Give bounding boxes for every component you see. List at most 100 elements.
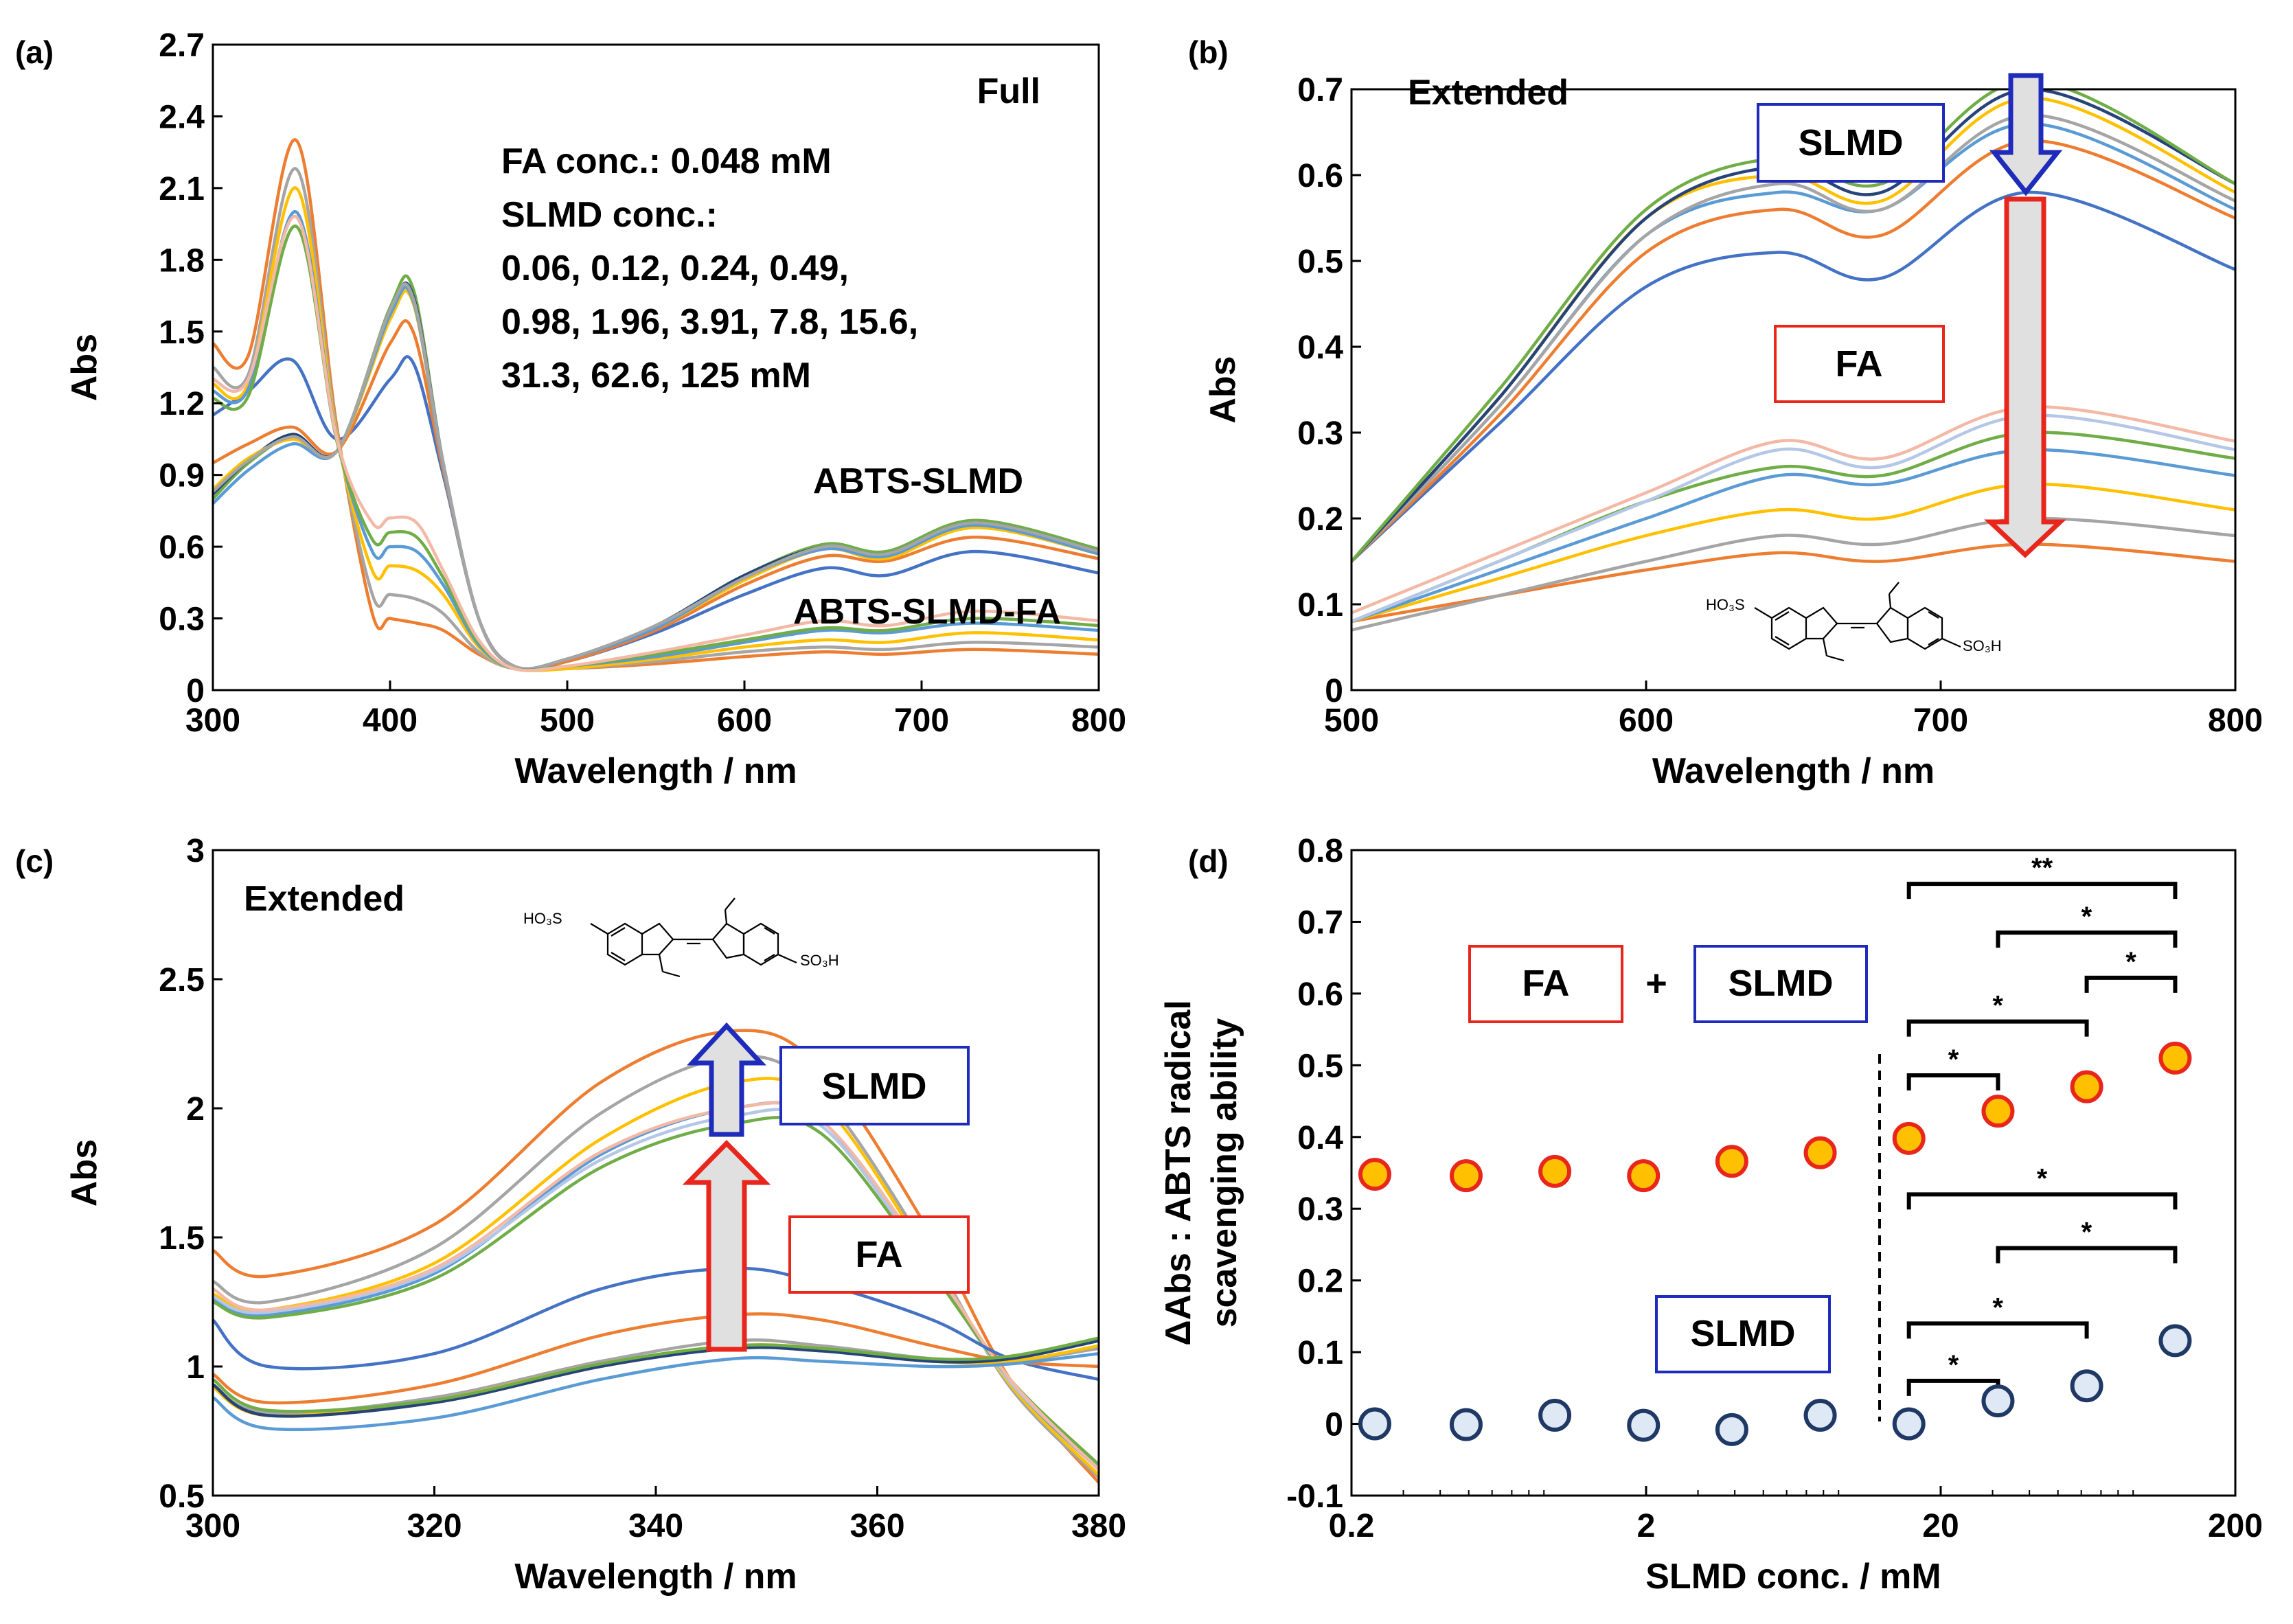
panel-c-structure-left-group: HO₃S xyxy=(523,910,562,927)
panel-c-ytick-label: 3 xyxy=(186,833,205,869)
panel-d-point-fa-slmd xyxy=(1803,1136,1837,1169)
panel-b-arrow-slmd xyxy=(1989,73,2063,196)
panel-b-mode-label: Extended xyxy=(1408,73,1568,113)
panel-d-ytick-label: 0.5 xyxy=(1297,1048,1343,1084)
panel-d-point-fa-slmd xyxy=(1358,1158,1391,1191)
panel-d-point-fa-slmd xyxy=(1981,1095,2015,1128)
panel-b-ytick-label: 0.6 xyxy=(1297,158,1343,194)
panel-a: 0 0.3 0.6 0.9 1.2 1.5 1.8 2.1 2.4 2.7 300 400 500 600… xyxy=(65,27,1126,791)
panel-d-significance-bracket xyxy=(1996,1246,2178,1263)
panel-d-ytick-label: 0.1 xyxy=(1297,1335,1343,1371)
panel-d-points xyxy=(1358,1041,2192,1446)
panel-c-ytick-label: 1.5 xyxy=(159,1220,205,1257)
panel-d-x-axis-title: SLMD conc. / mM xyxy=(1645,1557,1941,1597)
panel-d-plus: + xyxy=(1645,963,1667,1004)
panel-c-line-slmd-1 xyxy=(213,1266,1099,1381)
panel-b-ytick-label: 0.4 xyxy=(1297,330,1343,366)
panel-b-ytick-label: 0.7 xyxy=(1297,72,1343,108)
panel-b-slmd-box xyxy=(1757,103,1945,183)
panel-a-y-axis-title: Abs xyxy=(65,334,104,401)
panel-d-point-slmd xyxy=(2158,1324,2192,1358)
panel-d-ytick-label: 0 xyxy=(1325,1407,1343,1443)
panel-c-slmd-label: SLMD xyxy=(822,1066,927,1107)
panel-d-significance-bracket xyxy=(1906,1019,2089,1037)
panel-d-xtick-label: 2 xyxy=(1637,1508,1656,1544)
panel-b-ytick-label: 0.2 xyxy=(1297,501,1343,538)
panel-a-slmd-conc-line3: 31.3, 62.6, 125 mM xyxy=(501,356,811,396)
panel-b-arrow-fa xyxy=(1984,196,2066,558)
panel-d-point-slmd xyxy=(1449,1408,1483,1441)
panel-d-significance-label: * xyxy=(1948,1044,1959,1075)
panel-d-significance-label: * xyxy=(1992,991,2003,1021)
panel-d-significance-bracket xyxy=(1906,882,2178,900)
panel-d-significance-bracket xyxy=(1906,1073,2000,1090)
panel-d-significance-label: * xyxy=(2081,902,2092,932)
panel-d-significance-bracket xyxy=(1906,1321,2089,1339)
panel-b-y-axis-title: Abs xyxy=(1203,356,1243,423)
panel-d-point-slmd xyxy=(1538,1399,1572,1432)
panel-d-ytick-label: 0.2 xyxy=(1297,1263,1343,1300)
panel-b-xtick-label: 600 xyxy=(1619,702,1674,739)
panel-b-ytick-label: 0.1 xyxy=(1297,587,1343,624)
panel-b-line-fa-3 xyxy=(1351,482,2235,624)
panel-c-y-axis-title: Abs xyxy=(65,1139,104,1206)
panel-b-structure-left-group: HO₃S xyxy=(1706,596,1745,613)
panel-a-xtick-label: 700 xyxy=(894,702,949,739)
panel-label-d: (d) xyxy=(1188,843,1229,879)
panel-d-point-slmd xyxy=(1715,1413,1748,1446)
panel-d-xtick-label: 0.2 xyxy=(1329,1508,1375,1544)
panel-d-slmd-label-bottom: SLMD xyxy=(1691,1313,1796,1354)
panel-d-fa-label: FA xyxy=(1522,963,1569,1004)
panel-b-line-fa-6 xyxy=(1351,413,2235,624)
panel-a-lower-group-label: ABTS-SLMD-FA xyxy=(793,592,1061,632)
panel-d: -0.1 0 0.1 0.2 0.3 0.4 0.5 0.6 0.7 0.8 0.2 2 20 200 SL… xyxy=(1159,833,2263,1597)
panel-a-line-abts-slmd-fa-5 xyxy=(213,225,1099,672)
panel-d-slmd-box-top xyxy=(1693,945,1868,1023)
panel-a-line-abts-slmd-fa-4 xyxy=(213,210,1099,672)
panel-c-slmd-box xyxy=(779,1046,970,1125)
panel-d-point-slmd xyxy=(1358,1407,1391,1441)
panel-d-point-fa-slmd xyxy=(2070,1070,2103,1103)
panel-d-point-fa-slmd xyxy=(1627,1159,1661,1193)
panel-b-line-fa-5 xyxy=(1351,431,2235,624)
panel-b: 0 0.1 0.2 0.3 0.4 0.5 0.6 0.7 500 600 700 800 Wavele… xyxy=(1203,72,2263,791)
panel-a-series-group xyxy=(213,138,1099,672)
panel-d-ytick-label: 0.6 xyxy=(1297,976,1343,1013)
panel-d-significance-bracket xyxy=(1996,930,2178,948)
panel-b-xtick-label: 500 xyxy=(1324,702,1379,739)
panel-d-point-fa-slmd xyxy=(1892,1121,1926,1155)
panel-c-line-slmd-6 xyxy=(213,1336,1099,1413)
panel-d-point-slmd xyxy=(1892,1407,1926,1441)
panel-c-ytick-label: 0.5 xyxy=(159,1478,205,1515)
panel-b-fa-box xyxy=(1774,325,1945,403)
panel-b-xtick-label: 700 xyxy=(1913,702,1968,739)
panel-d-significance-label: * xyxy=(1948,1350,1959,1380)
panel-b-plot-frame xyxy=(1350,88,2237,691)
panel-d-axes: -0.1 0 0.1 0.2 0.3 0.4 0.5 0.6 0.7 0.8 0.2 2 20 200 SL… xyxy=(1159,833,2263,1597)
panel-c-xtick-label: 300 xyxy=(185,1508,240,1544)
panel-a-xtick-label: 500 xyxy=(540,702,595,739)
panel-d-y-axis-title-line1: ΔAbs : ABTS radical xyxy=(1159,1000,1198,1346)
panel-a-xtick-label: 800 xyxy=(1071,702,1126,739)
panel-a-curves xyxy=(213,138,1099,672)
panel-d-point-fa-slmd xyxy=(1538,1154,1572,1188)
panel-c: 0.5 1 1.5 2 2.5 3 300 320 340 360 380 Wavelength / … xyxy=(65,833,1126,1597)
panel-b-slmd-label: SLMD xyxy=(1799,122,1904,163)
panel-a-ytick-label: 1.2 xyxy=(159,386,205,422)
panel-c-x-axis-title: Wavelength / nm xyxy=(514,1557,797,1597)
panel-label-c: (c) xyxy=(15,843,54,879)
panel-d-significance: ********** xyxy=(1906,853,2178,1396)
panel-a-line-abts-slmd-fa-1 xyxy=(213,138,1099,672)
panel-d-point-slmd xyxy=(2070,1369,2103,1403)
panel-d-point-slmd xyxy=(1627,1408,1661,1442)
panel-a-xtick-label: 600 xyxy=(717,702,772,739)
panel-a-xtick-label: 400 xyxy=(363,702,418,739)
panel-c-xtick-label: 360 xyxy=(849,1508,904,1544)
panel-b-xtick-label: 800 xyxy=(2208,702,2263,739)
panel-c-arrow-fa xyxy=(682,1140,771,1352)
panel-c-xtick-label: 340 xyxy=(628,1508,683,1544)
panel-d-ytick-label: 0.3 xyxy=(1297,1191,1343,1228)
panel-a-axes: 0 0.3 0.6 0.9 1.2 1.5 1.8 2.1 2.4 2.7 300 400 500 600… xyxy=(65,27,1126,791)
panel-a-ytick-label: 2.7 xyxy=(159,27,205,64)
panel-label-a: (a) xyxy=(15,34,54,70)
